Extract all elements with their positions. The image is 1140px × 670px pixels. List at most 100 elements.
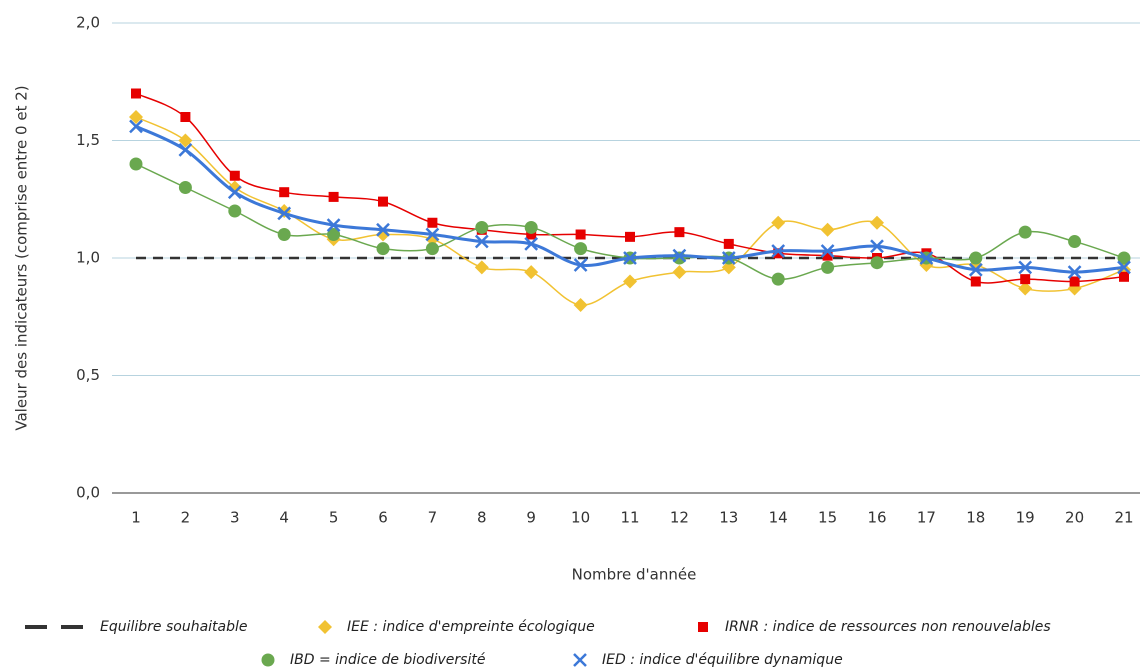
- legend-label: IBD = indice de biodiversité: [290, 652, 486, 668]
- data-point: [919, 251, 934, 265]
- data-point: [723, 238, 734, 249]
- legend-label: Equilibre souhaitable: [100, 619, 248, 635]
- legend-swatch: [261, 653, 275, 667]
- x-tick-label: 8: [477, 509, 487, 527]
- y-tick-label: 2,0: [76, 14, 100, 32]
- data-point: [229, 170, 240, 181]
- data-point: [870, 215, 884, 230]
- legend-swatch: [698, 622, 708, 632]
- data-point: [425, 227, 440, 242]
- data-point: [820, 222, 835, 237]
- x-tick-label: 5: [329, 509, 339, 527]
- data-point: [129, 157, 143, 171]
- data-point: [821, 260, 835, 274]
- data-point: [1069, 276, 1080, 287]
- data-point: [623, 274, 637, 289]
- data-point: [1018, 260, 1033, 275]
- x-tick-label: 18: [966, 509, 985, 527]
- data-point: [573, 258, 588, 272]
- data-point: [277, 228, 291, 241]
- data-point: [820, 244, 835, 258]
- data-point: [1020, 274, 1031, 285]
- data-point: [771, 244, 786, 258]
- x-tick-label: 12: [670, 509, 689, 527]
- data-point: [1068, 235, 1082, 249]
- data-point: [228, 204, 242, 218]
- x-tick-label: 21: [1114, 509, 1133, 527]
- data-point: [524, 237, 539, 251]
- legend-label: IED : indice d'équilibre dynamique: [602, 652, 843, 668]
- data-point: [672, 251, 686, 265]
- data-point: [327, 228, 341, 241]
- legend-label: IEE : indice d'empreinte écologique: [347, 619, 595, 635]
- data-point: [378, 196, 388, 207]
- y-axis-title: Valeur des indicateurs (comprise entre 0…: [13, 85, 31, 430]
- data-point: [672, 248, 687, 263]
- legend-swatch: [573, 653, 587, 667]
- data-point: [178, 143, 193, 157]
- data-point: [328, 191, 339, 202]
- data-point: [180, 112, 191, 122]
- data-point: [129, 119, 143, 134]
- x-tick-label: 9: [526, 509, 536, 527]
- data-point: [721, 251, 736, 265]
- data-point: [870, 239, 884, 254]
- data-point: [376, 242, 390, 256]
- x-tick-label: 19: [1016, 509, 1035, 527]
- x-tick-label: 13: [719, 509, 738, 527]
- data-point: [326, 218, 341, 232]
- data-point: [969, 251, 983, 265]
- data-point: [1067, 265, 1082, 279]
- data-point: [524, 220, 538, 234]
- series-line: [135, 125, 1125, 274]
- data-point: [672, 265, 687, 280]
- data-point: [474, 234, 489, 249]
- x-tick-label: 3: [230, 509, 240, 527]
- data-point: [131, 88, 141, 99]
- x-tick-label: 17: [917, 509, 936, 527]
- data-point: [524, 265, 539, 280]
- data-point: [625, 231, 635, 242]
- data-point: [474, 260, 489, 275]
- data-point: [773, 248, 784, 259]
- data-point: [970, 276, 981, 287]
- data-point: [279, 187, 290, 198]
- data-point: [1119, 271, 1129, 282]
- data-point: [574, 242, 588, 256]
- data-point: [178, 133, 193, 148]
- x-tick-label: 2: [181, 509, 191, 527]
- x-tick-label: 11: [620, 509, 639, 527]
- x-axis-title: Nombre d'année: [572, 566, 697, 584]
- x-tick-label: 10: [571, 509, 590, 527]
- data-point: [1117, 251, 1131, 265]
- data-point: [1018, 225, 1032, 239]
- x-tick-label: 6: [378, 509, 388, 527]
- data-point: [475, 220, 489, 234]
- x-tick-label: 15: [818, 509, 837, 527]
- data-point: [575, 229, 586, 240]
- x-tick-label: 1: [131, 509, 141, 527]
- data-point: [674, 227, 685, 238]
- data-point: [623, 251, 637, 265]
- y-tick-label: 0,5: [76, 366, 100, 384]
- x-tick-label: 4: [279, 509, 289, 527]
- data-point: [1117, 260, 1131, 275]
- y-tick-label: 1,5: [76, 131, 100, 149]
- x-tick-label: 20: [1065, 509, 1084, 527]
- data-point: [425, 242, 439, 256]
- x-tick-label: 7: [428, 509, 438, 527]
- data-point: [822, 250, 833, 261]
- data-point: [277, 206, 292, 221]
- data-point: [1018, 281, 1033, 296]
- data-point: [573, 298, 588, 312]
- data-point: [771, 215, 786, 230]
- data-point: [129, 110, 143, 124]
- legend-swatch: [318, 620, 332, 634]
- data-point: [526, 229, 537, 240]
- legend-label: IRNR : indice de ressources non renouvel…: [725, 619, 1051, 635]
- data-point: [771, 272, 785, 286]
- x-tick-label: 16: [867, 509, 886, 527]
- data-point: [227, 185, 242, 200]
- x-tick-label: 14: [769, 509, 788, 527]
